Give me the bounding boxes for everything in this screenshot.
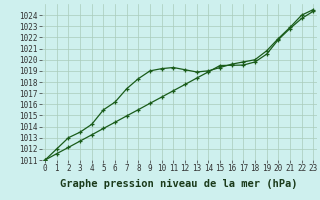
X-axis label: Graphe pression niveau de la mer (hPa): Graphe pression niveau de la mer (hPa) [60,179,298,189]
